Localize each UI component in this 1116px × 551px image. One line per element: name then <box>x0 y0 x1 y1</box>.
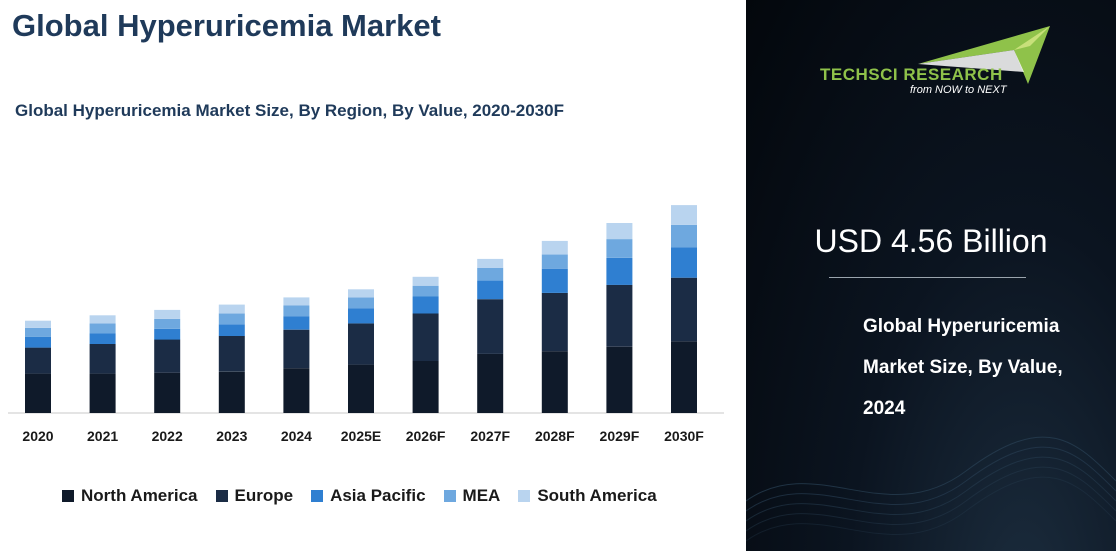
bar-europe-2021 <box>89 344 116 374</box>
summary-panel: TECHSCI RESEARCH from NOW to NEXT USD 4.… <box>746 0 1116 551</box>
techsci-logo: TECHSCI RESEARCH from NOW to NEXT <box>818 24 1058 104</box>
page-title: Global Hyperuricemia Market <box>12 8 441 43</box>
chart-title: Global Hyperuricemia Market Size, By Reg… <box>15 101 564 120</box>
bar-south-america-2023 <box>218 304 245 314</box>
x-tick-label: 2028F <box>535 428 575 444</box>
bar-asia-pacific-2025e <box>348 308 374 324</box>
x-tick-label: 2030F <box>664 428 704 444</box>
bar-north-america-2026f <box>412 361 439 413</box>
bar-north-america-2024 <box>283 368 310 413</box>
bar-europe-2022 <box>154 339 181 373</box>
bar-asia-pacific-2026f <box>412 296 439 314</box>
bar-south-america-2027f <box>477 258 504 268</box>
market-value-description: Global Hyperuricemia Market Size, By Val… <box>863 316 1063 419</box>
x-tick-label: 2021 <box>87 428 118 444</box>
legend-label-europe: Europe <box>234 486 294 505</box>
bar-asia-pacific-2021 <box>89 333 116 344</box>
x-tick-label: 2026F <box>406 428 446 444</box>
bar-mea-2024 <box>283 305 310 317</box>
bar-europe-2025e <box>348 323 374 365</box>
bar-europe-2020 <box>25 347 51 374</box>
x-tick-label: 2020 <box>22 428 53 444</box>
divider <box>829 277 1026 278</box>
bar-mea-2027f <box>477 267 504 281</box>
x-tick-label: 2022 <box>152 428 183 444</box>
legend-swatch-south-america <box>518 490 531 502</box>
x-tick-label: 2024 <box>281 428 312 444</box>
bar-south-america-2024 <box>283 297 310 306</box>
bar-europe-2028f <box>541 292 568 352</box>
wave-decoration <box>746 436 1116 542</box>
bar-europe-2029f <box>606 284 633 347</box>
legend-swatch-asia-pacific <box>311 490 324 502</box>
bar-mea-2025e <box>348 297 374 309</box>
bar-north-america-2029f <box>606 346 633 413</box>
bar-europe-2030f <box>671 277 697 342</box>
legend-item-mea: MEA <box>443 486 501 506</box>
chart-legend: North America Europe Asia Pacific MEA So… <box>62 486 675 506</box>
bar-europe-2024 <box>283 329 310 369</box>
bar-asia-pacific-2030f <box>671 247 697 278</box>
bar-south-america-2025e <box>348 289 374 298</box>
bar-south-america-2028f <box>541 240 568 255</box>
bar-mea-2023 <box>218 313 245 325</box>
bar-mea-2020 <box>25 327 51 337</box>
chart-panel: Global Hyperuricemia Market Global Hyper… <box>8 8 724 506</box>
bar-europe-2027f <box>477 299 504 354</box>
bar-asia-pacific-2029f <box>606 258 633 285</box>
x-tick-label: 2027F <box>470 428 510 444</box>
bar-mea-2030f <box>671 224 697 248</box>
legend-item-south-america: South America <box>518 486 657 506</box>
x-tick-label: 2029F <box>600 428 640 444</box>
legend-label-asia-pacific: Asia Pacific <box>330 486 426 505</box>
stacked-bar-chart: 2020 2021 2022 2023 2024 2025E 2026F 2027F 2028F… <box>8 205 724 444</box>
bar-north-america-2022 <box>154 372 181 413</box>
bar-north-america-2020 <box>25 373 51 413</box>
bar-north-america-2027f <box>477 353 504 413</box>
bar-north-america-2030f <box>671 341 697 413</box>
bar-south-america-2022 <box>154 309 181 319</box>
bar-north-america-2025e <box>348 364 374 413</box>
x-tick-label: 2025E <box>341 428 381 444</box>
legend-item-north-america: North America <box>62 486 198 506</box>
bar-asia-pacific-2027f <box>477 280 504 300</box>
bar-north-america-2021 <box>89 373 116 413</box>
bar-south-america-2030f <box>671 205 697 225</box>
x-tick-label: 2023 <box>216 428 247 444</box>
bar-asia-pacific-2023 <box>218 324 245 336</box>
bar-mea-2028f <box>541 254 568 269</box>
bar-south-america-2029f <box>606 223 633 240</box>
bar-asia-pacific-2020 <box>25 336 51 348</box>
bar-south-america-2021 <box>89 315 116 324</box>
bar-mea-2021 <box>89 323 116 334</box>
bar-europe-2026f <box>412 313 439 361</box>
legend-label-north-america: North America <box>81 486 198 505</box>
legend-label-mea: MEA <box>462 486 501 505</box>
legend-swatch-north-america <box>62 490 74 502</box>
bar-north-america-2028f <box>541 351 568 413</box>
bar-asia-pacific-2022 <box>154 328 181 340</box>
legend-swatch-europe <box>215 490 228 502</box>
bar-europe-2023 <box>218 335 245 372</box>
legend-label-south-america: South America <box>537 486 657 505</box>
logo-text: TECHSCI RESEARCH <box>820 65 1003 84</box>
logo-swoosh-icon <box>918 26 1050 84</box>
legend-swatch-mea <box>443 490 456 502</box>
bar-asia-pacific-2024 <box>283 316 310 330</box>
bar-north-america-2023 <box>218 371 245 413</box>
market-value: USD 4.56 Billion <box>814 223 1048 259</box>
bar-mea-2029f <box>606 239 633 258</box>
logo-tagline: from NOW to NEXT <box>910 84 1007 96</box>
bar-asia-pacific-2028f <box>541 268 568 293</box>
bar-south-america-2020 <box>25 320 51 328</box>
bar-mea-2026f <box>412 285 439 297</box>
legend-item-europe: Europe <box>215 486 294 506</box>
legend-item-asia-pacific: Asia Pacific <box>311 486 426 506</box>
bar-mea-2022 <box>154 318 181 329</box>
bar-south-america-2026f <box>412 276 439 286</box>
